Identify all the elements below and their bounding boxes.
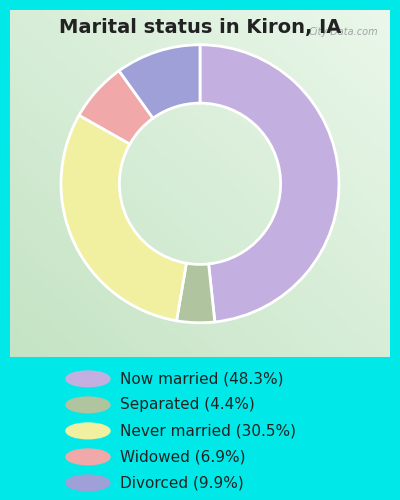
Text: Divorced (9.9%): Divorced (9.9%) bbox=[120, 476, 244, 490]
Wedge shape bbox=[79, 71, 153, 144]
Wedge shape bbox=[119, 45, 200, 118]
Wedge shape bbox=[176, 263, 215, 323]
Circle shape bbox=[66, 475, 110, 490]
Text: Marital status in Kiron, IA: Marital status in Kiron, IA bbox=[59, 18, 341, 36]
Circle shape bbox=[66, 449, 110, 464]
Text: City-Data.com: City-Data.com bbox=[309, 28, 378, 38]
Circle shape bbox=[66, 423, 110, 438]
Wedge shape bbox=[200, 45, 339, 322]
Text: Separated (4.4%): Separated (4.4%) bbox=[120, 398, 255, 412]
Text: Never married (30.5%): Never married (30.5%) bbox=[120, 424, 296, 438]
Circle shape bbox=[66, 397, 110, 412]
Circle shape bbox=[66, 371, 110, 386]
Text: Now married (48.3%): Now married (48.3%) bbox=[120, 372, 284, 386]
Text: Widowed (6.9%): Widowed (6.9%) bbox=[120, 450, 246, 464]
Wedge shape bbox=[61, 116, 186, 321]
